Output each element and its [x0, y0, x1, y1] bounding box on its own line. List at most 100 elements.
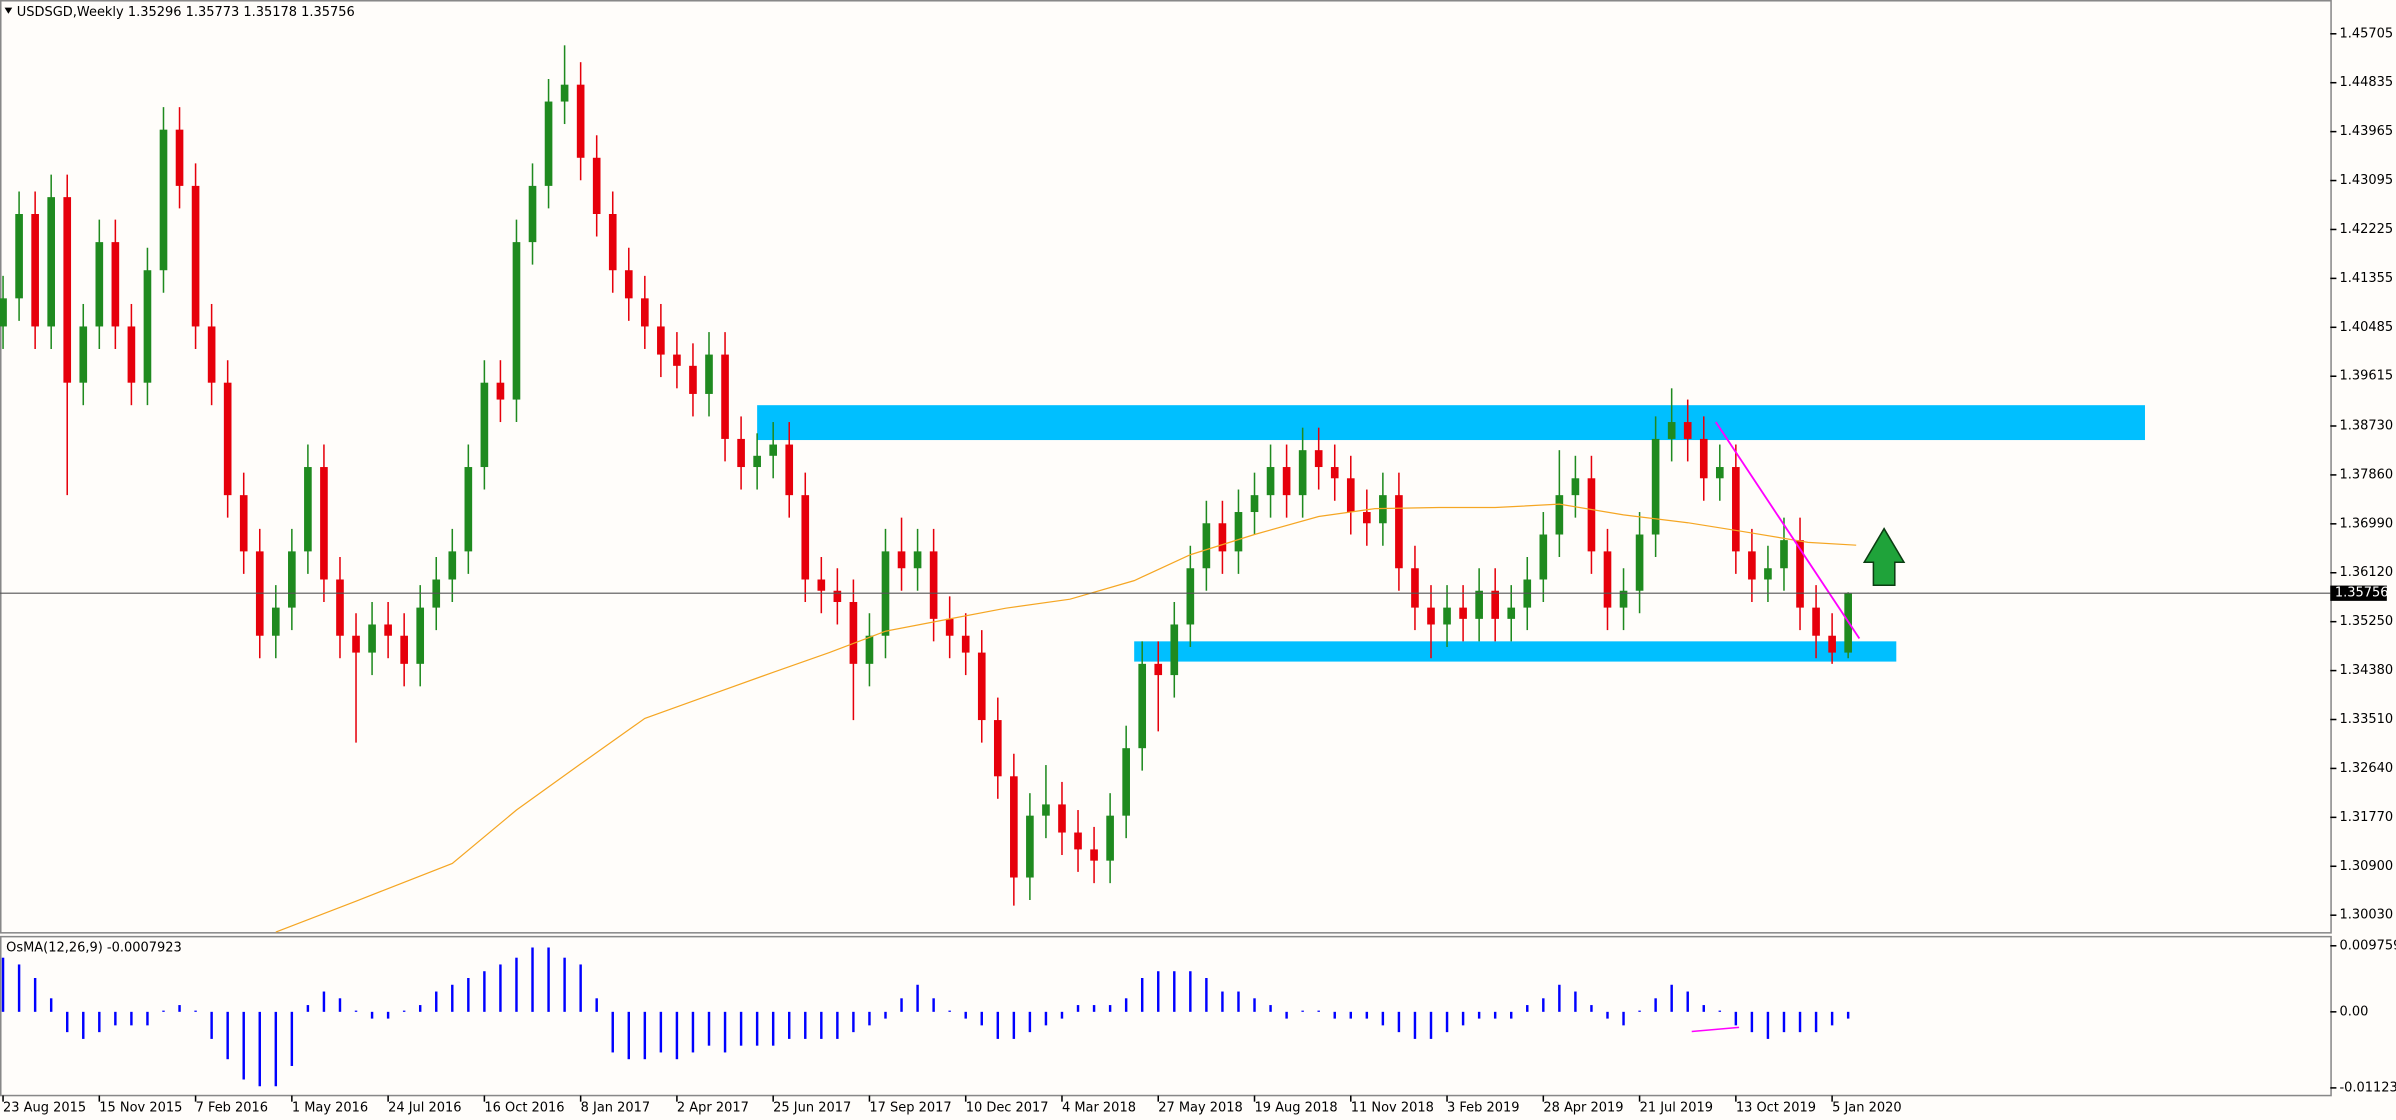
candle-body	[1555, 495, 1564, 535]
candle-body	[1346, 478, 1355, 513]
symbol: USDSGD,Weekly	[17, 5, 124, 20]
candle-body	[512, 242, 521, 400]
candle-body	[239, 495, 248, 552]
open-value: 1.35296	[128, 5, 182, 20]
candle-body	[336, 579, 344, 636]
candle-body	[15, 214, 23, 299]
y-tick-label: 1.45705	[2339, 26, 2393, 41]
x-tick-label: 8 Jan 2017	[581, 1100, 651, 1115]
candle-body	[1571, 478, 1580, 496]
candle-body	[1651, 438, 1660, 535]
marks: 1.45705 1.44835 1.43965 1.43095 1.42225 1.413…	[0, 26, 2396, 1115]
candle-body	[95, 242, 104, 327]
candle-body	[1074, 832, 1082, 850]
y-tick-label: 1.36990	[2339, 516, 2393, 531]
candle-body	[785, 444, 794, 496]
candle-body	[288, 551, 296, 608]
x-tick-label: 17 Sep 2017	[869, 1100, 951, 1115]
candle-body	[1411, 568, 1419, 608]
x-tick-label: 2 Apr 2017	[677, 1100, 749, 1115]
candle-body	[1026, 815, 1034, 878]
y-tick-label: 1.44835	[2339, 75, 2393, 90]
osma-header: OsMA(12,26,9) -0.0007923	[6, 940, 182, 955]
candle-body	[1042, 804, 1050, 816]
main-panel	[0, 0, 2332, 934]
candle-body	[1539, 534, 1548, 580]
candle-body	[1138, 663, 1147, 749]
candle-body	[1748, 551, 1756, 580]
candle-body	[1715, 467, 1724, 479]
x-tick-label: 23 Aug 2015	[3, 1100, 86, 1115]
candle-body	[223, 382, 232, 496]
candle-body	[721, 354, 729, 439]
candle-body	[1330, 467, 1339, 479]
candle-body	[817, 579, 826, 591]
candle-body	[1828, 635, 1836, 653]
candle-body	[1202, 523, 1211, 569]
x-tick-label: 27 May 2018	[1158, 1100, 1243, 1115]
candle-body	[1379, 495, 1387, 524]
candle-body	[1683, 422, 1692, 439]
trendline	[1715, 421, 1861, 640]
candle-body	[753, 455, 761, 468]
candle-body	[737, 438, 745, 468]
y-tick-label: 1.34380	[2339, 663, 2393, 678]
candle-body	[1186, 568, 1195, 625]
candle-body	[1427, 607, 1435, 625]
candle-body	[400, 635, 408, 664]
candle-body	[1090, 849, 1098, 861]
candle-body	[993, 720, 1002, 777]
candle-body	[945, 618, 954, 636]
y-tick-label: 1.42225	[2339, 222, 2393, 237]
candle-body	[1507, 607, 1516, 619]
candle-body	[63, 197, 72, 383]
x-tick-label: 16 Oct 2016	[484, 1100, 564, 1115]
x-tick-label: 25 Jun 2017	[773, 1100, 851, 1115]
candle-body	[1796, 540, 1804, 608]
y-tick-label: 1.40485	[2339, 320, 2393, 335]
candle-body	[1282, 467, 1291, 496]
candle-body	[127, 326, 136, 383]
candle-body	[1106, 815, 1114, 861]
candle-body	[1635, 534, 1644, 591]
candle-body	[1443, 607, 1451, 625]
candle-body	[1459, 607, 1467, 619]
x-tick-label: 19 Aug 2018	[1255, 1100, 1338, 1115]
candle-body	[1218, 523, 1227, 552]
x-tick-label: 7 Feb 2016	[196, 1100, 268, 1115]
candle-body	[1475, 590, 1483, 619]
candle-body	[624, 270, 633, 299]
candle-body	[448, 551, 457, 580]
y-tick-label: 1.35250	[2339, 614, 2393, 629]
candle-body	[1250, 495, 1259, 513]
candle-body	[31, 214, 39, 327]
candle-body	[1491, 590, 1500, 619]
candle-body	[1266, 467, 1275, 496]
candle-body	[1363, 512, 1371, 524]
osma-trendline	[1691, 1026, 1740, 1033]
candle-body	[1780, 540, 1788, 569]
candle-body	[1122, 748, 1130, 816]
close-value: 1.35756	[301, 5, 355, 20]
candle-body	[849, 601, 858, 664]
candle-body	[47, 197, 56, 327]
menu-triangle	[4, 7, 13, 14]
candle-body	[368, 624, 376, 653]
candle-body	[689, 365, 697, 394]
candle-body	[913, 551, 922, 569]
candle-body	[544, 101, 553, 186]
up-arrow	[1862, 527, 1906, 586]
candle-body	[384, 624, 392, 636]
x-tick-label: 21 Jul 2019	[1640, 1100, 1713, 1115]
candle-body	[496, 382, 505, 400]
candle-body	[1587, 478, 1596, 552]
x-tick-label: 4 Mar 2018	[1062, 1100, 1136, 1115]
candle-body	[1699, 438, 1708, 479]
candle-body	[1010, 776, 1018, 878]
y-tick-label: 1.30900	[2339, 859, 2393, 874]
osma-tick-label: 0.00	[2339, 1004, 2368, 1019]
y-tick-label: 1.30030	[2339, 908, 2393, 923]
x-tick-label: 3 Feb 2019	[1447, 1100, 1519, 1115]
zone	[1134, 641, 1897, 662]
